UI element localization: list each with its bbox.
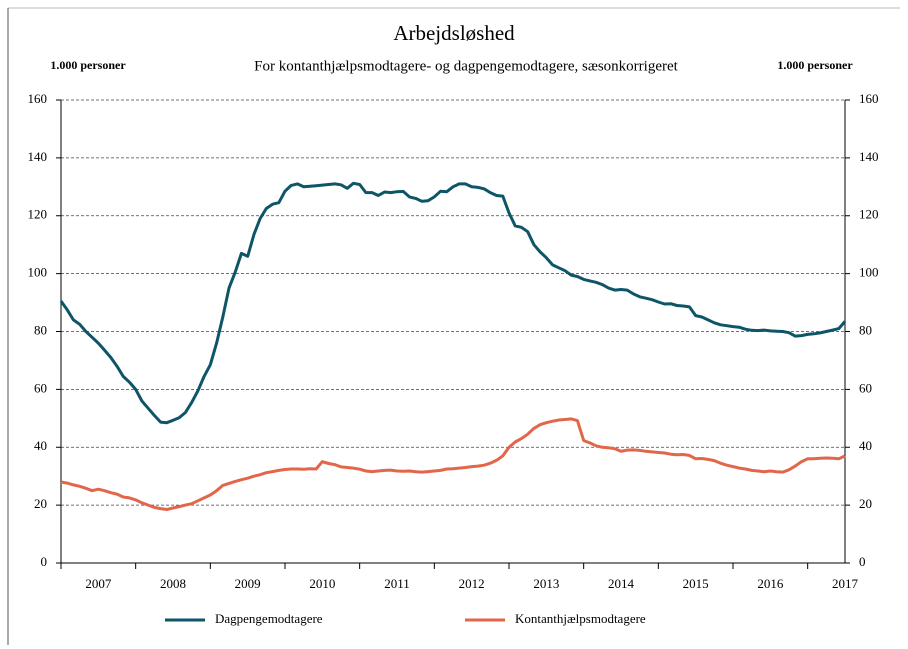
legend-label: Kontanthjælpsmodtagere (515, 611, 646, 626)
y-tick-label: 40 (34, 438, 47, 453)
y-tick-label: 20 (34, 496, 47, 511)
x-tick-label: 2012 (459, 576, 485, 591)
x-tick-label: 2014 (608, 576, 635, 591)
chart-title: Arbejdsløshed (393, 21, 515, 45)
x-tick-label: 2011 (384, 576, 410, 591)
y-tick-label: 140 (28, 149, 48, 164)
y2-tick-label: 100 (859, 265, 879, 280)
y-tick-label: 60 (34, 380, 47, 395)
x-tick-label: 2010 (309, 576, 335, 591)
y-tick-label: 100 (28, 265, 48, 280)
chart-subtitle: For kontanthjælpsmodtagere- og dagpengem… (254, 58, 678, 74)
line-series (60, 417, 846, 511)
y-tick-label: 120 (28, 207, 48, 222)
y-axis-label: 1.000 personer (50, 58, 126, 72)
y2-axis-label: 1.000 personer (777, 58, 853, 72)
x-tick-label: 2013 (533, 576, 559, 591)
y2-tick-label: 40 (859, 438, 872, 453)
y2-tick-label: 140 (859, 149, 879, 164)
y2-tick-label: 160 (859, 91, 879, 106)
x-tick-label: 2008 (160, 576, 186, 591)
x-tick-label: 2015 (683, 576, 709, 591)
y2-tick-label: 80 (859, 322, 872, 337)
y-tick-label: 0 (41, 554, 48, 569)
x-tick-label: 2016 (757, 576, 784, 591)
y-tick-label: 80 (34, 322, 47, 337)
x-tick-label: 2009 (235, 576, 261, 591)
line-series (59, 181, 847, 425)
y2-tick-label: 60 (859, 380, 872, 395)
y2-tick-label: 20 (859, 496, 872, 511)
legend-label: Dagpengemodtagere (215, 611, 323, 626)
x-tick-label: 2017 (832, 576, 859, 591)
y-tick-label: 160 (28, 91, 48, 106)
y2-tick-label: 0 (859, 554, 866, 569)
y2-tick-label: 120 (859, 207, 879, 222)
x-tick-label: 2007 (85, 576, 112, 591)
